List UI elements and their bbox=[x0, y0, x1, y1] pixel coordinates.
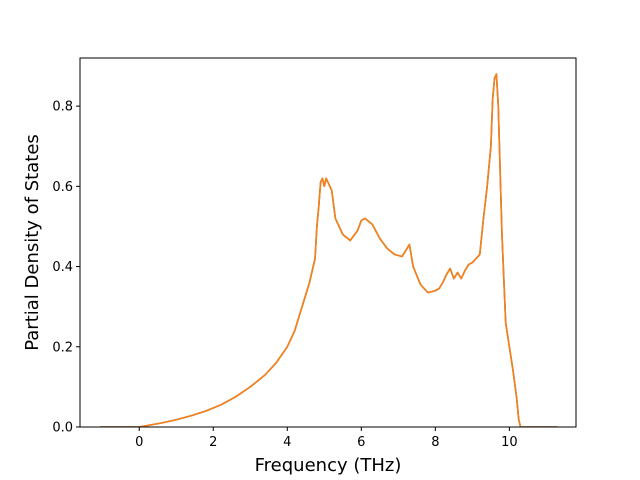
plot-area bbox=[100, 73, 558, 427]
series-line-1 bbox=[100, 73, 558, 427]
y-tick-label: 0.0 bbox=[52, 421, 73, 436]
x-tick-label: 8 bbox=[431, 435, 439, 450]
y-axis-ticks: 0.0 0.2 0.4 0.6 0.8 bbox=[52, 100, 80, 436]
x-tick-label: 4 bbox=[283, 435, 291, 450]
x-tick-label: 2 bbox=[209, 435, 217, 450]
x-axis-label: Frequency (THz) bbox=[255, 455, 402, 476]
x-tick-label: 10 bbox=[501, 435, 518, 450]
y-tick-label: 0.2 bbox=[52, 340, 73, 355]
axes-frame bbox=[79, 57, 577, 428]
x-tick-label: 6 bbox=[357, 435, 365, 450]
y-tick-label: 0.6 bbox=[52, 180, 73, 195]
y-tick-label: 0.8 bbox=[52, 100, 73, 115]
y-axis-label: Partial Density of States bbox=[22, 134, 43, 351]
series-line-2 bbox=[100, 73, 558, 427]
y-tick-label: 0.4 bbox=[52, 260, 73, 275]
x-axis-ticks: 0 2 4 6 8 10 bbox=[135, 427, 518, 450]
x-tick-label: 0 bbox=[135, 435, 143, 450]
